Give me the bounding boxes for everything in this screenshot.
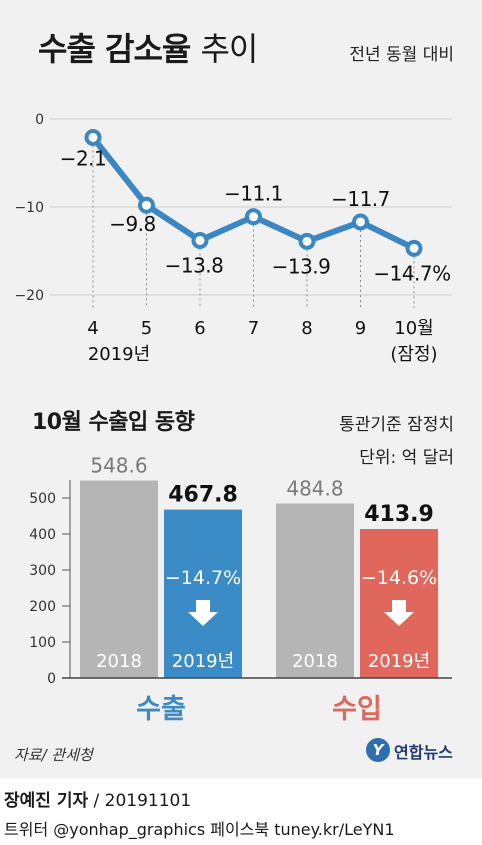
- x-tick-label: 6: [194, 318, 205, 339]
- y-tick-label: 500: [29, 491, 56, 507]
- bar-value-label: 467.8: [168, 483, 238, 508]
- data-label: −14.7%: [373, 261, 450, 285]
- data-label: −11.7: [331, 187, 390, 211]
- bar: [164, 509, 242, 678]
- data-point: [138, 196, 155, 214]
- bar-category-label: 2019년: [172, 651, 234, 672]
- y-tick-label: 400: [29, 527, 56, 543]
- y-tick-label: 200: [29, 599, 56, 615]
- x-tick-label: 4: [87, 318, 98, 339]
- x-tick-label: 7: [248, 318, 259, 339]
- chart-title: 수출 감소율 추이: [38, 24, 258, 70]
- bar-section-note: 통관기준 잠정치: [339, 415, 454, 435]
- logo-mark: Y: [366, 738, 390, 762]
- data-label: −2.1: [60, 146, 107, 170]
- bar-category-label: 2019년: [368, 651, 430, 672]
- change-label: −14.7%: [165, 567, 241, 589]
- x-tick-sublabel: (잠정): [390, 344, 437, 365]
- byline: 장예진 기자 / 20191101: [4, 786, 191, 811]
- x-tick-label: 9: [355, 318, 366, 339]
- chart-subtitle: 전년 동월 대비: [349, 45, 454, 65]
- bar-section-title: 10월 수출입 동향: [32, 410, 195, 435]
- bar-value-label: 484.8: [286, 476, 343, 500]
- author: 장예진 기자: [4, 791, 89, 811]
- down-arrow-icon: [188, 600, 218, 626]
- y-tick-label: 0: [47, 671, 56, 687]
- bar: [80, 480, 158, 678]
- x-tick-label: 10월: [394, 318, 433, 339]
- logo-text: 연합뉴스: [394, 743, 453, 762]
- down-arrow-icon: [384, 600, 414, 626]
- bar-category-label: 2018: [96, 651, 142, 672]
- data-label: −13.8: [165, 253, 224, 277]
- y-tick-label: 300: [29, 563, 56, 579]
- bar-section-unit: 단위: 억 달러: [359, 448, 454, 468]
- title-bold: 수출 감소율: [38, 30, 191, 68]
- data-point: [405, 239, 423, 257]
- data-label: −11.1: [224, 182, 283, 206]
- date: / 20191101: [88, 791, 192, 811]
- bar-category-label: 2018: [292, 651, 338, 672]
- group-label: 수출: [136, 694, 186, 725]
- change-label: −14.6%: [361, 567, 437, 589]
- bar-chart: 0 100 200 300 400 500 548.6 2018 467.8 2019년 −14.7…: [29, 454, 452, 725]
- group-label: 수입: [332, 694, 382, 725]
- title-light: 추이: [200, 30, 258, 68]
- data-point: [245, 208, 262, 226]
- x-tick-label: 8: [301, 318, 312, 339]
- y-tick-label: 0: [35, 112, 44, 128]
- data-point: [352, 213, 369, 231]
- bar: [276, 503, 354, 678]
- data-point: [298, 232, 316, 250]
- data-point: [84, 128, 102, 146]
- bar-value-label: 413.9: [364, 502, 434, 527]
- data-label: −9.8: [109, 212, 156, 236]
- line-chart: 0 −10 −20 −2.1 −9.8 −13.8 −11.1 −13.9 −11.7 −14.7…: [14, 112, 452, 365]
- x-tick-sublabel: 2019년: [88, 344, 150, 365]
- data-label: −13.9: [272, 254, 331, 278]
- data-point: [191, 231, 209, 249]
- x-tick-label: 5: [141, 318, 152, 339]
- y-tick-label: 100: [29, 635, 56, 651]
- social-links: 트위터 @yonhap_graphics 페이스북 tuney.kr/LeYN1: [4, 820, 395, 839]
- bar-value-label: 548.6: [90, 454, 147, 478]
- y-tick-label: −20: [14, 288, 44, 304]
- source-note: 자료/ 관세청: [14, 746, 93, 764]
- y-tick-label: −10: [14, 200, 44, 216]
